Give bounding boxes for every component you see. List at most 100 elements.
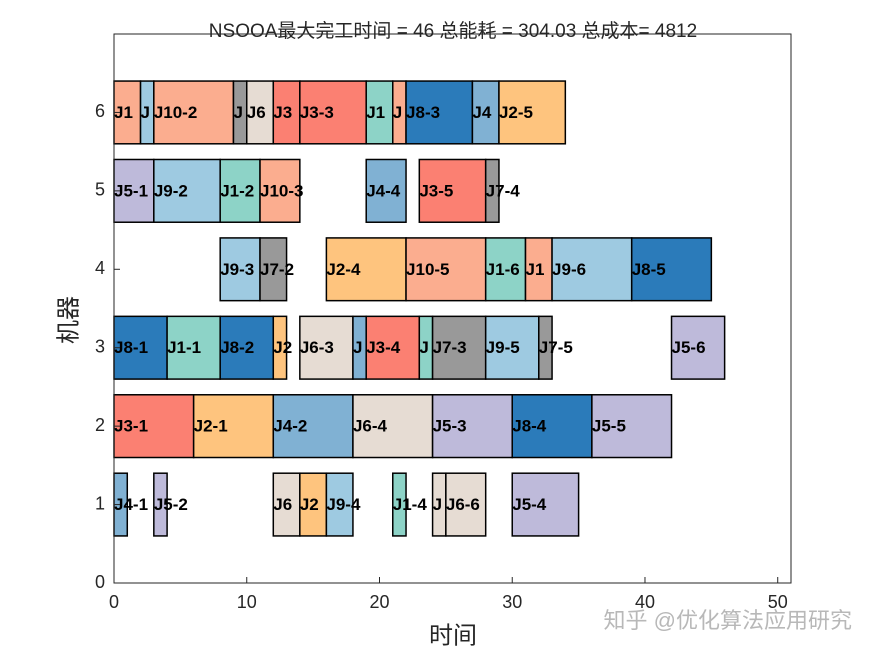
task-bar [591,394,673,459]
task-bar [445,472,487,537]
task-label: J2 [273,338,292,357]
y-tick-label: 5 [95,180,105,200]
task-label: J7-2 [260,260,294,279]
task-bar [113,394,195,459]
task-bar [431,394,513,459]
task-label: J7-5 [539,338,573,357]
task-label: J2-5 [499,103,533,122]
task-label: J5-1 [114,181,148,200]
task-label: J5-3 [433,417,467,436]
task-label: J5-6 [672,338,706,357]
task-bar [219,158,261,223]
task-bar [153,158,221,223]
y-tick-label: 6 [95,101,105,121]
task-bar [630,237,713,302]
task-label: J1-2 [220,181,254,200]
task-label: J5-2 [154,495,188,514]
task-label: J3 [273,103,292,122]
task-bar [365,158,407,223]
task-label: J5-4 [512,495,547,514]
task-bar [259,237,288,302]
task-label: J4-2 [273,417,307,436]
task-label: J4 [472,103,491,122]
y-axis-label: 机器 [55,296,82,344]
x-tick-label: 30 [502,592,522,612]
task-label: J1 [526,260,545,279]
axes-box [113,33,792,584]
task-label: J9-6 [552,260,586,279]
task-bar [299,315,354,380]
task-label: J [233,103,242,122]
y-tick-label: 0 [95,572,105,592]
task-label: J [419,338,428,357]
task-bar [325,472,354,537]
task-bar [153,472,168,537]
task-bar [538,315,553,380]
task-bar [670,315,726,380]
y-tick-label: 1 [95,493,105,513]
x-tick-label: 40 [635,592,655,612]
task-bar [484,158,500,223]
task-label: J3-1 [114,417,148,436]
task-bar [219,315,275,380]
task-bar [299,80,367,145]
task-bar [113,315,168,380]
task-bar [392,472,407,537]
task-label: J [141,103,150,122]
task-bar [259,158,301,223]
task-label: J8-2 [220,338,254,357]
task-label: J3-3 [300,103,334,122]
task-label: J2-4 [326,260,361,279]
task-label: J9-5 [486,338,520,357]
task-label: J8-4 [512,417,547,436]
task-label: J6-4 [353,417,388,436]
task-bar [484,237,527,302]
task-bar [272,315,288,380]
task-bar [511,394,593,459]
task-label: J4-1 [114,495,148,514]
task-label: J1 [114,103,133,122]
task-label: J10-3 [260,181,303,200]
task-label: J2 [300,495,319,514]
task-bar [219,237,261,302]
task-label: J7-4 [486,181,521,200]
y-tick-label: 3 [95,336,105,356]
task-bar [431,315,487,380]
task-label: J10-5 [406,260,449,279]
task-label: J5-5 [592,417,626,436]
task-label: J [433,495,442,514]
task-label: J8-5 [632,260,666,279]
task-label: J6 [273,495,292,514]
task-bar [299,472,328,537]
task-bar [272,472,301,537]
task-bar [405,80,474,145]
y-tick-label: 4 [95,258,105,278]
task-bar [166,315,221,380]
task-bar [551,237,633,302]
task-bar [418,158,487,223]
task-label: J1-4 [393,495,428,514]
x-tick-label: 10 [237,592,257,612]
task-label: J [393,103,402,122]
task-label: J [353,338,362,357]
task-label: J1-1 [167,338,201,357]
task-label: J2-1 [194,417,228,436]
task-label: J3-5 [419,181,453,200]
task-bar [192,394,275,459]
task-bar [405,237,487,302]
task-bar [365,80,394,145]
task-label: J10-2 [154,103,197,122]
task-label: J9-3 [220,260,254,279]
x-tick-label: 0 [109,592,119,612]
task-bar [365,315,421,380]
x-axis-label: 时间 [429,622,477,649]
watermark: 知乎 @优化算法应用研究 [604,608,852,633]
task-bar [511,472,580,537]
task-label: J4-4 [366,181,401,200]
task-bar [352,394,434,459]
task-bar [272,80,301,145]
x-tick-label: 50 [768,592,788,612]
x-tick-label: 20 [369,592,389,612]
task-bar [153,80,235,145]
